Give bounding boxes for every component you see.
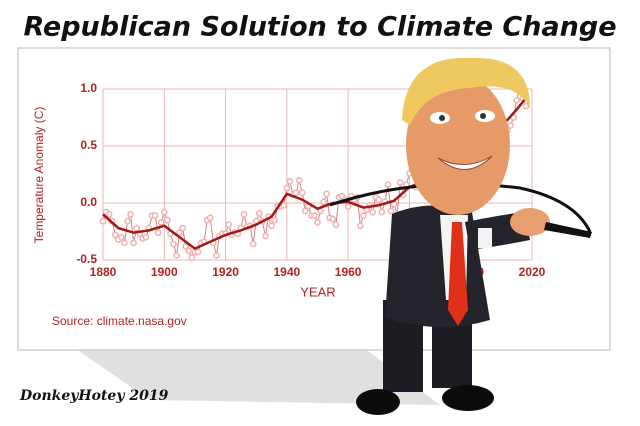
data-point: [179, 224, 187, 232]
data-point: [182, 242, 190, 250]
data-point: [369, 208, 377, 216]
data-point: [255, 209, 263, 217]
data-point: [280, 201, 288, 209]
data-point: [99, 217, 107, 225]
data-point: [121, 239, 128, 247]
data-point: [188, 254, 196, 262]
pupil: [480, 113, 486, 119]
data-point: [262, 232, 269, 240]
data-point: [111, 231, 119, 239]
pupil: [439, 115, 445, 121]
data-point: [105, 211, 113, 218]
chart-panel: [17, 47, 611, 351]
x-tick-label: 1940: [274, 265, 301, 279]
data-point: [329, 215, 337, 223]
data-point: [295, 176, 303, 184]
x-axis-label: YEAR: [300, 284, 335, 299]
y-axis-label: Temperature Anomaly (C): [32, 107, 46, 244]
data-point: [323, 190, 331, 198]
y-tick-label: 1.0: [80, 81, 97, 95]
data-point: [360, 212, 367, 219]
mouth: [437, 155, 493, 170]
data-point: [151, 212, 159, 219]
data-point: [240, 211, 248, 218]
data-point: [396, 179, 404, 186]
cuff: [478, 228, 492, 248]
data-point: [314, 219, 321, 226]
data-point: [384, 181, 392, 189]
data-point: [173, 252, 180, 259]
data-point: [311, 212, 318, 219]
data-point: [160, 208, 168, 216]
data-point: [344, 203, 352, 210]
data-point: [332, 221, 340, 229]
data-point: [268, 222, 275, 230]
x-tick-label: 1960: [335, 265, 362, 279]
data-point: [157, 219, 165, 226]
data-point: [283, 184, 291, 192]
hair: [402, 57, 530, 125]
data-point: [249, 240, 257, 248]
data-point: [320, 198, 327, 206]
data-point: [522, 102, 530, 110]
x-tick-label: 1920: [212, 265, 239, 279]
data-point: [213, 252, 220, 259]
shoe: [356, 389, 400, 415]
data-point: [387, 207, 395, 215]
source: Source: climate.nasa.gov: [52, 314, 187, 328]
data-point: [375, 196, 383, 203]
data-point: [176, 229, 183, 236]
x-tick-label: 1900: [151, 265, 178, 279]
data-point: [271, 216, 278, 224]
data-point: [185, 247, 193, 255]
data-point: [164, 216, 171, 224]
title: Republican Solution to Climate Change: [23, 12, 616, 43]
data-point: [301, 207, 309, 215]
data-point: [357, 222, 364, 230]
data-point: [124, 217, 131, 225]
caricature: [329, 57, 592, 415]
x-tick-label: 1880: [90, 265, 117, 279]
data-point: [507, 122, 514, 129]
y-tick-label: 0.0: [80, 195, 97, 209]
data-point: [298, 189, 306, 197]
hand: [510, 208, 550, 236]
marker: [544, 222, 592, 238]
head: [406, 75, 510, 215]
data-point: [130, 239, 137, 247]
data-point: [170, 240, 177, 248]
tie: [448, 222, 468, 326]
data-point: [292, 189, 300, 197]
x-tick-label: 2020: [519, 265, 546, 279]
marker-stroke: [329, 182, 592, 233]
data-point: [513, 97, 521, 104]
data-point: [127, 211, 134, 218]
shadow: [70, 345, 440, 405]
data-point: [378, 208, 386, 216]
y-tick-label: -0.5: [76, 252, 97, 266]
data-point: [142, 233, 150, 241]
data-point: [133, 224, 141, 232]
signature: DonkeyHotey 2019: [19, 388, 169, 404]
data-point: [154, 229, 162, 236]
data-point: [194, 248, 202, 256]
y-tick-label: 0.5: [80, 138, 97, 152]
data-point: [225, 221, 232, 229]
shoe: [442, 385, 494, 411]
data-point: [206, 214, 214, 222]
data-point: [286, 177, 294, 185]
data-point: [118, 233, 125, 241]
